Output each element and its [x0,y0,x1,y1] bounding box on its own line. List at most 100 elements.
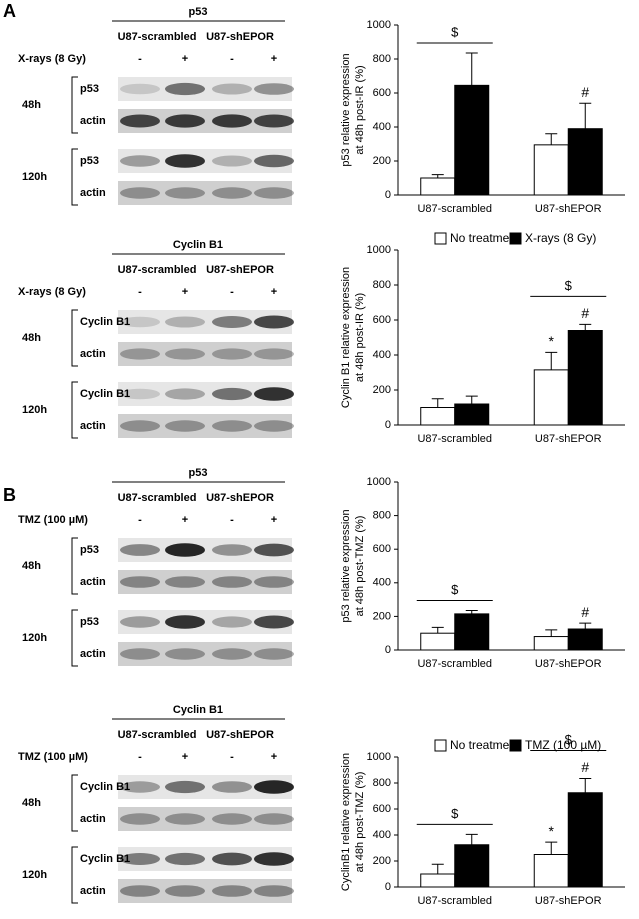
blot-bracket [71,609,78,667]
blot-band [120,155,160,167]
treatment-sign: - [138,286,142,298]
blot-band [120,316,160,328]
blot-strip [118,342,292,366]
x-tick-label: U87-scrambled [417,658,492,670]
bar [420,177,456,196]
y-axis-label-line: CyclinB1 relative expression [340,753,352,891]
y-tick-label: 1000 [367,19,391,31]
legend-swatch [509,232,522,245]
band-label: actin [80,115,106,127]
blot-band [165,576,205,588]
band-label: p53 [80,544,99,556]
band-label: Cyclin B1 [80,388,130,400]
treatment-sign: + [271,286,277,298]
treatment-sign: + [182,751,188,763]
significance-marker: * [549,823,555,839]
treatment-sign: + [182,514,188,526]
band-label: p53 [80,616,99,628]
x-tick-label: U87-scrambled [417,203,492,215]
significance-marker: # [581,305,589,321]
treatment-label: X-rays (8 Gy) [18,286,86,298]
blot-band [254,114,294,128]
blot-strip [118,414,292,438]
treatment-label: TMZ (100 µM) [18,751,88,763]
legend-swatch [434,739,447,752]
blot-band [165,852,205,866]
band-label: actin [80,348,106,360]
blot-band [120,853,160,865]
error-bar [431,626,444,634]
blot-band [165,615,205,629]
bar [420,873,456,888]
y-tick-label: 800 [373,777,391,789]
band-label: Cyclin B1 [80,316,130,328]
y-tick-label: 800 [373,53,391,65]
blot-strip [118,570,292,594]
blot-band [254,576,294,588]
blot-band [212,316,252,328]
treatment-label: X-rays (8 Gy) [18,53,86,65]
legend-label: TMZ (100 µM) [525,738,601,752]
blot-band [165,885,205,897]
y-tick-label: 1000 [367,476,391,488]
blot-band [212,781,252,793]
legend-swatch [434,232,447,245]
blot-band [254,780,294,794]
bar [454,613,490,651]
blot-band [120,114,160,128]
blot-band [254,83,294,95]
time-label: 48h [22,99,41,111]
blot-band [165,316,205,328]
y-tick-label: 600 [373,543,391,555]
y-axis-label-line: p53 relative expression [340,53,352,166]
bracket-label: $ [565,732,573,747]
blot-band [254,348,294,360]
bar [567,330,603,426]
blot-bracket [71,76,78,134]
bar [567,128,603,196]
error-bar [431,398,444,408]
y-tick-label: 0 [385,644,391,656]
blot-band [120,616,160,628]
blot-band [165,388,205,400]
band-label: Cyclin B1 [80,853,130,865]
legend-swatch [509,739,522,752]
blot-band [120,83,160,95]
bar [567,628,603,651]
error-bar [465,833,478,845]
blot-band [212,187,252,199]
blot-band [165,648,205,660]
group-label: U87-shEPOR [206,31,274,43]
y-axis-label: p53 relative expression at 48h post-IR (%… [340,53,366,166]
treatment-sign: - [230,751,234,763]
treatment-sign: - [138,751,142,763]
bar [533,636,569,651]
blot-band [120,813,160,825]
y-axis-label-line: at 48h post-IR (%) [354,65,366,154]
blot-band [120,187,160,199]
blot-band [212,852,252,866]
y-tick-label: 1000 [367,244,391,256]
blot-band [212,420,252,432]
x-tick-label: U87-shEPOR [535,203,602,215]
legend-label: X-rays (8 Gy) [525,231,596,245]
blot-band [120,348,160,360]
treatment-label: TMZ (100 µM) [18,514,88,526]
significance-marker: # [581,759,589,775]
blot-band [254,813,294,825]
band-label: actin [80,813,106,825]
error-bar [579,323,592,331]
bracket-label: $ [451,806,459,821]
blot-band [254,315,294,329]
time-label: 120h [22,632,47,644]
y-tick-label: 0 [385,419,391,431]
blot-band [254,852,294,866]
panel-label: A [3,1,16,21]
y-tick-label: 400 [373,829,391,841]
y-tick-label: 200 [373,610,391,622]
blot-band [212,348,252,360]
time-label: 120h [22,171,47,183]
significance-marker: # [581,84,589,100]
bar [533,144,569,196]
blot-bracket [71,774,78,832]
